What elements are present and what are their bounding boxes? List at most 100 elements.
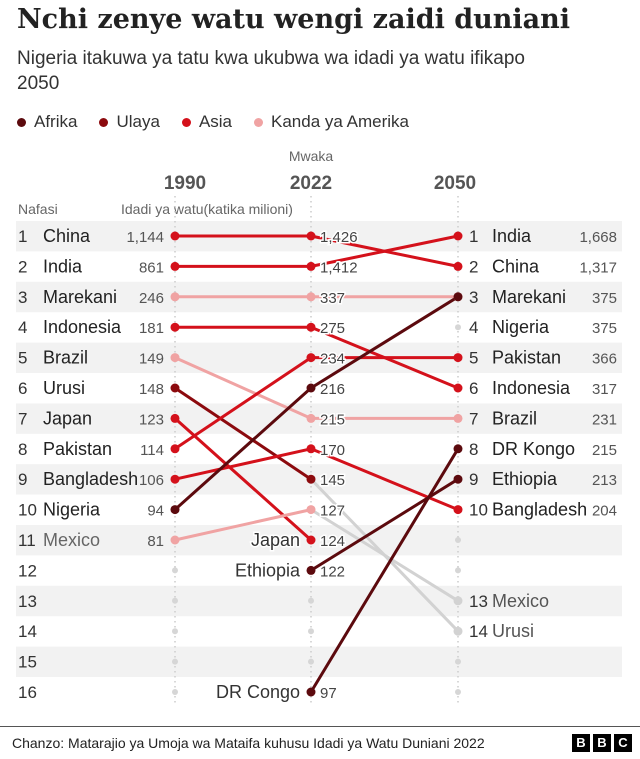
country-label-2022: Ethiopia	[235, 560, 301, 580]
population-column-header: Idadi ya watu(katika milioni)	[121, 201, 293, 217]
legend-item: Ulaya	[99, 112, 160, 132]
point-1990	[170, 261, 180, 271]
point-1990	[170, 535, 180, 545]
value-label-1990: 81	[147, 533, 164, 550]
rank-2050: 9	[469, 470, 478, 489]
rank-number: 9	[18, 470, 27, 489]
point-2022	[306, 231, 316, 241]
value-label-2022: 337	[320, 290, 345, 307]
legend-label: Afrika	[34, 112, 78, 131]
country-label-1990: Urusi	[43, 378, 85, 398]
country-label-1990: Nigeria	[43, 500, 101, 520]
rank-number: 11	[18, 531, 36, 550]
legend-swatch	[17, 117, 26, 127]
logo-block: C	[614, 734, 632, 752]
country-label-2050: Ethiopia	[492, 469, 558, 489]
rank-number: 8	[18, 440, 27, 459]
point-2022	[306, 413, 316, 423]
empty-slot-dot	[172, 597, 178, 604]
empty-slot-dot	[308, 658, 314, 665]
legend-item: Kanda ya Amerika	[254, 112, 409, 132]
value-label-2022: 122	[320, 563, 345, 580]
rank-number: 4	[18, 318, 27, 337]
point-2022	[306, 474, 316, 484]
legend-item: Asia	[181, 112, 232, 132]
value-label-2050: 317	[592, 381, 617, 398]
country-label-1990: India	[43, 256, 83, 276]
country-label-1990: Pakistan	[43, 439, 112, 459]
legend-swatch	[99, 117, 109, 127]
value-label-2022: 145	[320, 472, 345, 489]
country-label-1990: Japan	[43, 408, 92, 428]
series-line	[309, 447, 460, 694]
value-label-2050: 231	[592, 411, 617, 428]
legend: Afrika Ulaya Asia Kanda ya Amerika	[17, 112, 431, 132]
empty-slot-dot	[455, 658, 461, 665]
rank-number: 3	[18, 288, 27, 307]
point-2050	[453, 596, 463, 606]
value-label-1990: 1,144	[126, 229, 164, 246]
value-label-2050: 204	[592, 503, 617, 520]
rank-number: 13	[18, 592, 37, 611]
chart-title: Nchi zenye watu wengi zaidi duniani	[17, 4, 571, 35]
value-label-1990: 149	[139, 351, 164, 368]
value-label-2050: 1,317	[579, 259, 617, 276]
rank-2050: 8	[469, 440, 478, 459]
rank-2050: 1	[469, 227, 478, 246]
point-1990	[170, 383, 180, 393]
value-label-2050: 213	[592, 472, 617, 489]
value-label-1990: 181	[139, 320, 164, 337]
series-line	[309, 508, 460, 603]
point-2022	[306, 292, 316, 302]
point-2050	[453, 353, 463, 363]
footer-divider	[0, 726, 640, 727]
point-1990	[170, 231, 180, 241]
rank-2050: 4	[469, 318, 478, 337]
value-label-2022: 216	[320, 381, 345, 398]
point-2022	[306, 687, 316, 697]
point-2050	[453, 413, 463, 423]
rank-number: 10	[18, 501, 37, 520]
rank-number: 6	[18, 379, 27, 398]
rank-number: 7	[18, 409, 27, 428]
value-label-1990: 246	[139, 290, 164, 307]
empty-slot-dot	[308, 628, 314, 635]
point-1990	[170, 444, 180, 454]
country-label-2050: India	[492, 226, 532, 246]
year-label-2022: 2022	[290, 173, 332, 194]
rank-number: 1	[18, 227, 27, 246]
point-2022	[306, 261, 316, 271]
series-line	[309, 295, 460, 390]
country-label-2050: DR Kongo	[492, 439, 575, 459]
empty-slot-dot	[172, 689, 178, 695]
country-label-2022: DR Congo	[216, 682, 300, 702]
rank-2050: 13	[469, 592, 488, 611]
point-2022	[306, 444, 316, 454]
point-1990	[170, 413, 180, 423]
point-1990	[170, 505, 180, 515]
rank-number: 2	[18, 257, 27, 276]
empty-slot-dot	[455, 567, 461, 574]
empty-slot-dot	[455, 537, 461, 543]
series-line	[309, 447, 460, 512]
point-2022	[306, 322, 316, 332]
point-2050	[453, 505, 463, 515]
source-note: Chanzo: Matarajio ya Umoja wa Mataifa ku…	[12, 735, 485, 751]
series-line	[173, 386, 313, 512]
year-label-1990: 1990	[164, 173, 206, 194]
value-label-2022: 234	[320, 351, 345, 368]
empty-slot-dot	[172, 628, 178, 635]
country-label-2022: Japan	[251, 530, 300, 550]
empty-slot-dot	[308, 597, 314, 604]
value-label-2022: 275	[320, 320, 345, 337]
rank-column-header: Nafasi	[18, 201, 58, 217]
series-line	[173, 356, 313, 451]
legend-item: Afrika	[17, 112, 77, 132]
rank-number: 16	[18, 683, 37, 702]
point-2050	[453, 474, 463, 484]
row-band	[16, 585, 622, 617]
country-label-2050: Brazil	[492, 408, 537, 428]
country-label-2050: Marekani	[492, 287, 566, 307]
value-label-1990: 114	[140, 442, 164, 459]
country-label-1990: Brazil	[43, 348, 88, 368]
